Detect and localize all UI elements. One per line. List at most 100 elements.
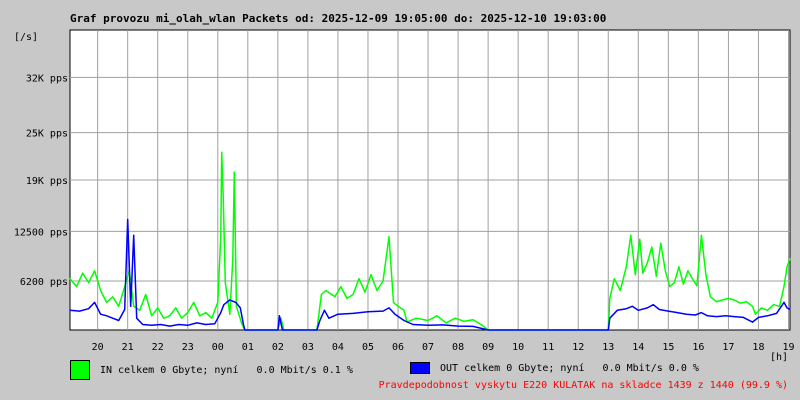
data-point-out — [130, 305, 132, 307]
data-point-out — [394, 313, 396, 315]
x-tick-label: 20 — [92, 342, 104, 353]
data-point-in — [715, 301, 718, 303]
data-point-in — [217, 301, 219, 303]
data-point-in — [346, 297, 348, 299]
data-point-in — [222, 195, 224, 197]
data-point-out — [223, 304, 225, 306]
data-point-out — [79, 310, 81, 312]
data-point-out — [724, 315, 727, 317]
data-point-out — [786, 307, 788, 309]
data-point-in — [205, 312, 207, 314]
data-point-out — [316, 329, 318, 331]
x-tick-label: 09 — [482, 342, 494, 353]
data-point-out — [118, 319, 120, 322]
data-point-in — [181, 317, 183, 319]
data-point-in — [678, 266, 680, 268]
legend-in-swatch — [70, 360, 90, 380]
data-point-in — [786, 266, 788, 268]
data-point-in — [157, 307, 159, 309]
x-tick-label: 01 — [242, 342, 254, 353]
data-point-out — [196, 322, 198, 324]
data-point-in — [100, 289, 102, 292]
x-tick-labels: 20 21 22 23 00 01 02 03 04 05 06 07 08 09 10 11 12 13 14 15… — [92, 342, 795, 353]
data-point-out — [637, 309, 639, 311]
data-point-out — [757, 316, 760, 318]
data-point-out — [244, 329, 246, 331]
data-point-out — [124, 308, 126, 311]
y-tick-label: 25K pps — [26, 129, 68, 140]
data-point-in — [630, 234, 632, 236]
x-tick-label: 21 — [122, 342, 134, 353]
data-point-out — [367, 311, 369, 313]
data-point-out — [205, 323, 207, 326]
data-point-out — [178, 323, 180, 326]
legend-out-swatch — [410, 362, 430, 374]
data-point-out — [112, 317, 114, 319]
data-point-out — [609, 317, 611, 319]
data-point-out — [160, 323, 162, 326]
data-point-out — [142, 323, 144, 326]
data-point-in — [82, 272, 84, 274]
y-tick-label: 19K pps — [26, 176, 68, 187]
data-point-in — [687, 270, 689, 272]
data-point-out — [766, 315, 769, 317]
data-point-in — [112, 296, 114, 298]
data-point-out — [652, 304, 654, 306]
data-point-in — [235, 305, 237, 307]
data-point-out — [151, 324, 153, 326]
data-point-in — [727, 297, 730, 299]
x-axis-unit: [h] — [770, 352, 788, 363]
data-point-out — [136, 317, 138, 319]
data-point-in — [709, 296, 712, 298]
data-point-in — [199, 315, 201, 317]
data-point-in — [220, 234, 222, 236]
x-tick-label: 23 — [182, 342, 194, 353]
series-line-out — [69, 218, 791, 331]
data-point-in — [436, 315, 438, 317]
data-point-out — [278, 315, 280, 317]
data-point-in — [118, 305, 120, 307]
legend-out-label: OUT celkem 0 Gbyte; nyní 0.0 Mbit/s 0.0 … — [440, 362, 699, 374]
data-point-out — [242, 323, 244, 325]
data-point-in — [783, 286, 785, 288]
data-point-in — [660, 242, 662, 244]
data-point-in — [358, 278, 360, 280]
data-point-out — [487, 329, 489, 331]
data-point-in — [673, 282, 676, 284]
x-tick-label: 19 — [782, 342, 794, 353]
data-point-in — [625, 266, 627, 268]
data-point-out — [472, 325, 474, 327]
data-point-in — [619, 289, 621, 292]
data-point-in — [696, 285, 698, 287]
data-point-in — [169, 315, 171, 317]
data-point-in — [233, 171, 235, 173]
data-point-out — [403, 319, 405, 322]
data-point-in — [325, 289, 327, 292]
data-point-in — [382, 280, 384, 282]
data-point-out — [187, 324, 189, 326]
x-tick-label: 00 — [212, 342, 224, 353]
data-point-in — [139, 309, 141, 311]
data-point-in — [229, 313, 231, 315]
data-point-in — [376, 289, 378, 292]
data-point-out — [427, 324, 429, 326]
data-point-in — [151, 315, 153, 317]
data-point-out — [742, 316, 745, 318]
data-point-in — [427, 319, 429, 322]
data-point-in — [613, 278, 615, 280]
data-point-out — [616, 309, 618, 311]
legend-in-label: IN celkem 0 Gbyte; nyní 0.0 Mbit/s 0.1 % — [100, 364, 353, 376]
data-point-out — [69, 309, 71, 311]
data-point-out — [607, 329, 609, 331]
data-point-in — [392, 301, 395, 303]
data-point-out — [328, 317, 330, 319]
data-point-out — [337, 313, 339, 315]
data-point-out — [169, 325, 171, 327]
data-point-out — [783, 301, 785, 303]
data-point-out — [382, 310, 384, 312]
y-axis-unit: [/s] — [14, 32, 38, 43]
data-point-out — [235, 301, 237, 303]
data-point-in — [334, 296, 336, 298]
x-tick-label: 15 — [662, 342, 674, 353]
data-point-out — [733, 316, 736, 318]
